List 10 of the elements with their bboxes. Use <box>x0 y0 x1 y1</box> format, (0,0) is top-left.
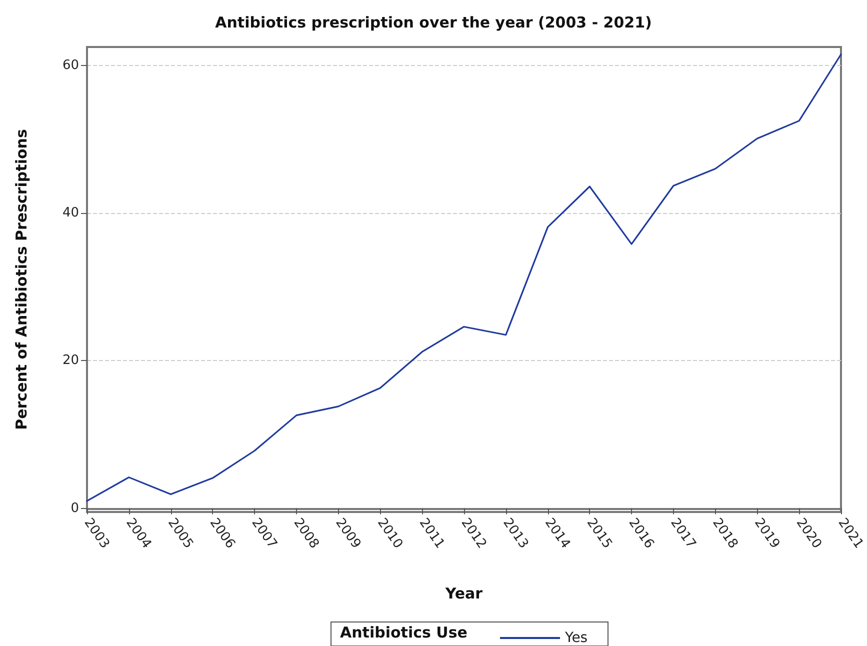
y-axis-title: Percent of Antibiotics Prescriptions <box>12 129 30 430</box>
legend-title: Antibiotics Use <box>340 624 468 642</box>
y-tick-label: 60 <box>62 58 79 73</box>
line-series <box>86 54 842 502</box>
y-tick-label: 20 <box>62 353 79 368</box>
y-tick-label: 0 <box>70 500 79 516</box>
x-axis-title: Year <box>444 584 484 602</box>
legend-label: Yes <box>564 630 588 646</box>
chart-title: Antibiotics prescription over the year (2003 - 2021) <box>215 14 652 32</box>
y-tick-label: 40 <box>62 206 79 221</box>
